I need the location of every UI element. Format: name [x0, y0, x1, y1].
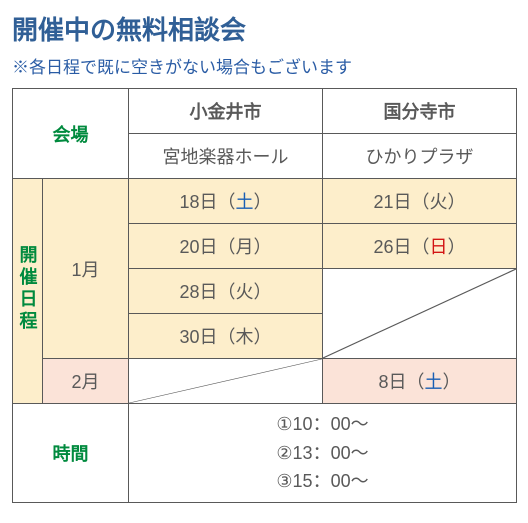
schedule-table: 会場 小金井市 国分寺市 宮地楽器ホール ひかりプラザ 開催日程 1月 18日（… — [12, 88, 517, 503]
jan-koganei-1: 20日（月） — [129, 224, 323, 269]
jan-kokubunji-empty — [323, 269, 517, 359]
hall-koganei: 宮地楽器ホール — [129, 134, 323, 179]
feb-row: 2月 8日（土） — [13, 359, 517, 404]
feb-koganei-empty — [129, 359, 323, 404]
jan-koganei-2: 28日（火） — [129, 269, 323, 314]
time-1: ②13：00～ — [129, 439, 516, 468]
jan-kokubunji-1: 26日（日） — [323, 224, 517, 269]
city-koganei: 小金井市 — [129, 89, 323, 134]
venue-label: 会場 — [13, 89, 129, 179]
feb-kokubunji-0: 8日（土） — [323, 359, 517, 404]
jan-kokubunji-0: 21日（火） — [323, 179, 517, 224]
times-row: 時間 ①10：00～ ②13：00～ ③15：00～ — [13, 404, 517, 503]
city-kokubunji: 国分寺市 — [323, 89, 517, 134]
jan-row-1: 開催日程 1月 18日（土） 21日（火） — [13, 179, 517, 224]
hall-kokubunji: ひかりプラザ — [323, 134, 517, 179]
page-title: 開催中の無料相談会 — [12, 10, 516, 47]
month-jan: 1月 — [43, 179, 129, 359]
schedule-label: 開催日程 — [13, 179, 43, 404]
time-0: ①10：00～ — [129, 410, 516, 439]
page: 開催中の無料相談会 ※各日程で既に空きがない場合もございます 会場 小金井市 国… — [0, 0, 528, 523]
month-feb: 2月 — [43, 359, 129, 404]
availability-note: ※各日程で既に空きがない場合もございます — [12, 53, 516, 78]
jan-koganei-0: 18日（土） — [129, 179, 323, 224]
time-label: 時間 — [13, 404, 129, 503]
times-cell: ①10：00～ ②13：00～ ③15：00～ — [129, 404, 517, 503]
header-row-city: 会場 小金井市 国分寺市 — [13, 89, 517, 134]
time-2: ③15：00～ — [129, 467, 516, 496]
jan-koganei-3: 30日（木） — [129, 314, 323, 359]
